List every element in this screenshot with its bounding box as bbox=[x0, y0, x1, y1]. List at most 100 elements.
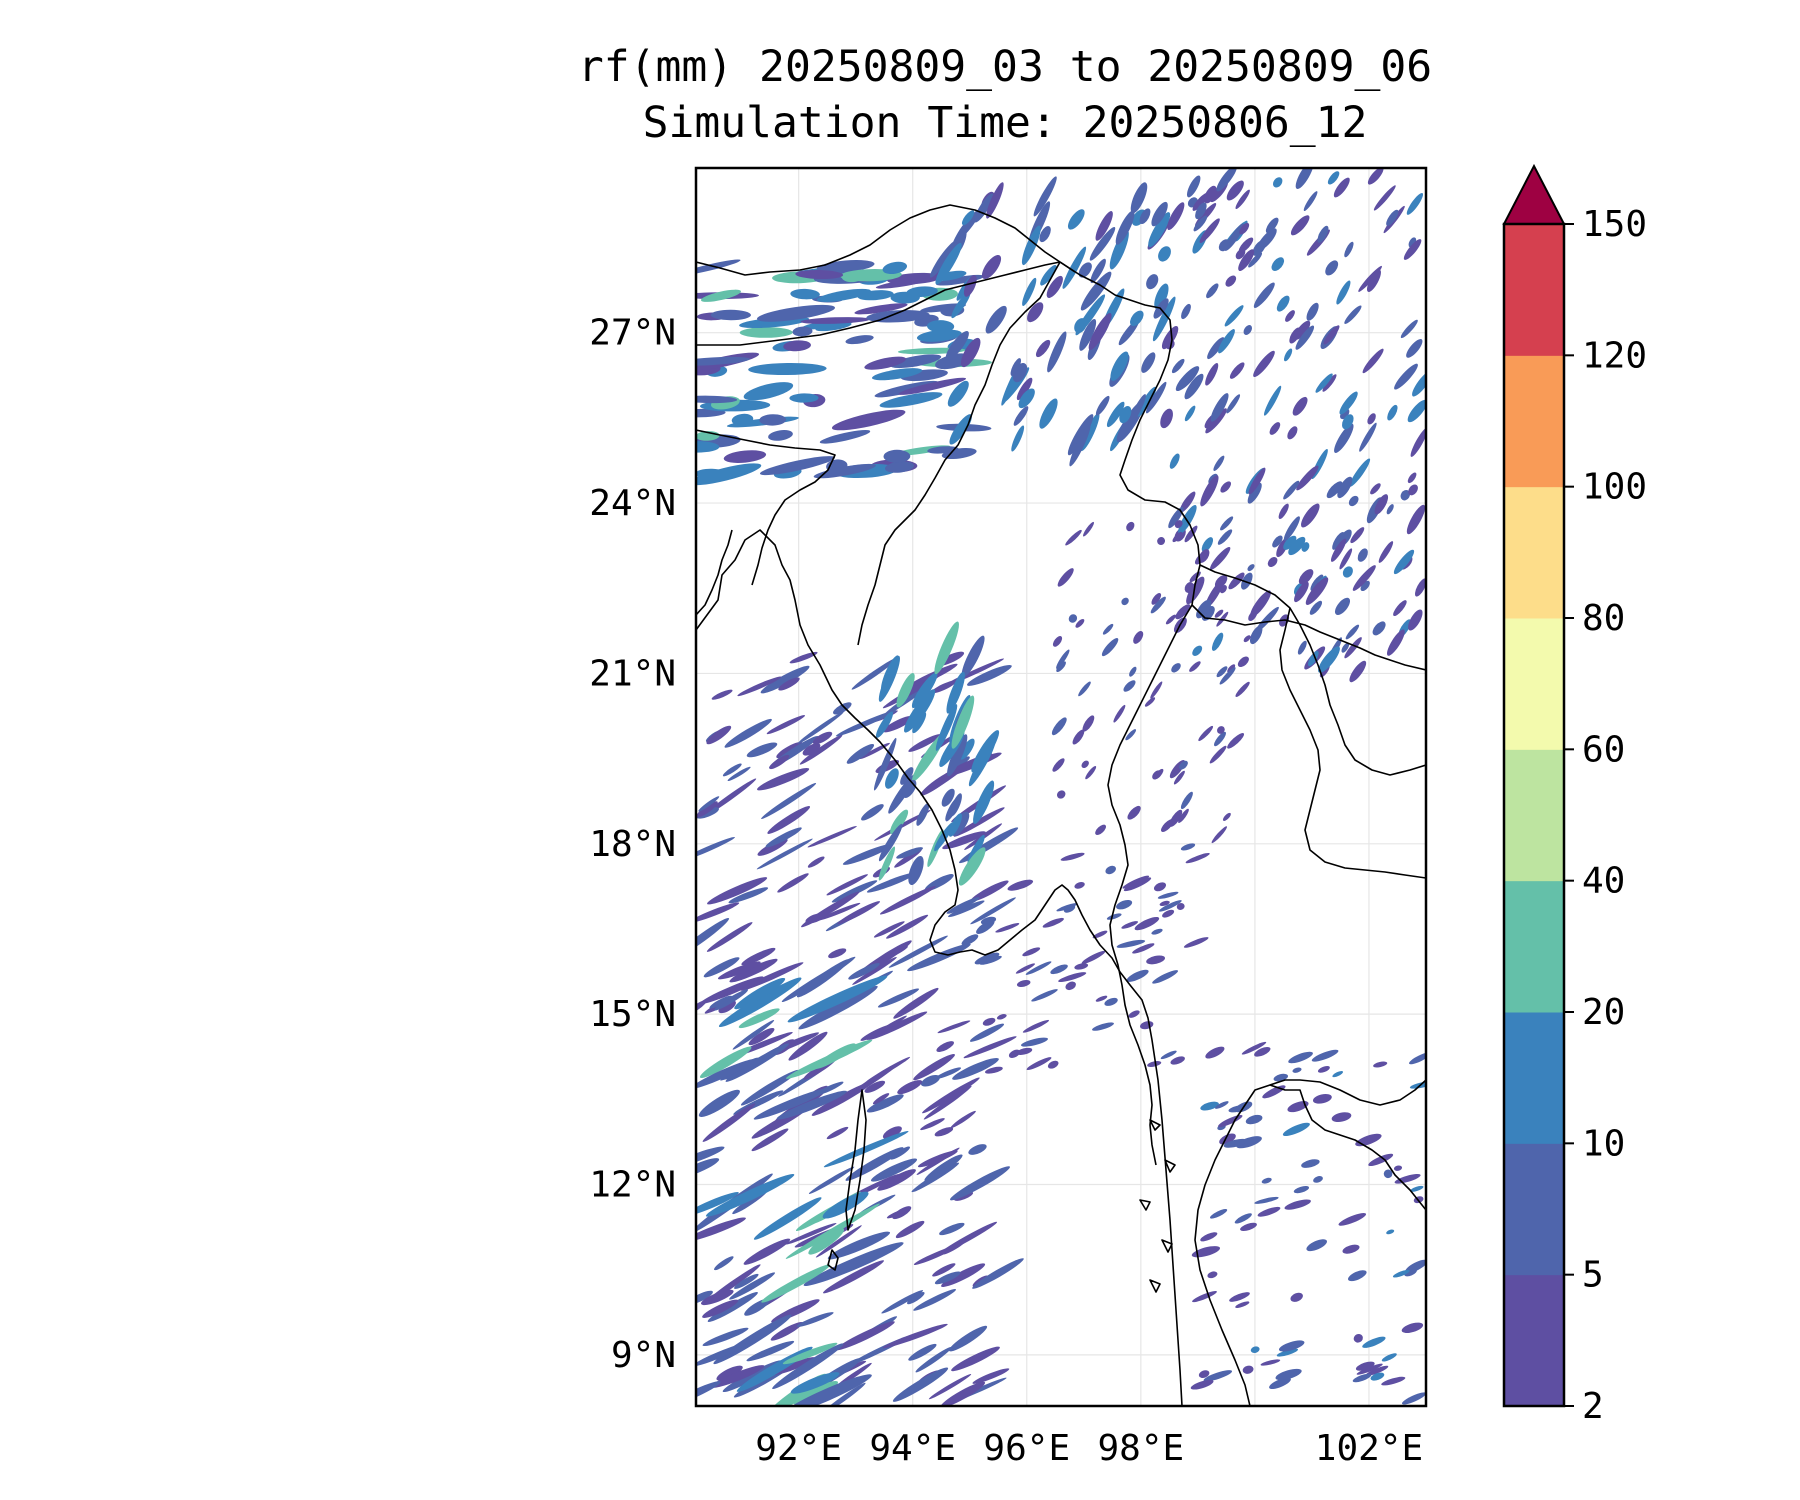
rain-cell bbox=[1170, 1056, 1185, 1065]
rain-cell bbox=[877, 1169, 916, 1191]
rain-cell bbox=[826, 874, 868, 896]
rain-cell bbox=[771, 1299, 820, 1323]
rain-cell bbox=[1010, 358, 1022, 377]
rain-cell bbox=[746, 1340, 795, 1362]
rain-cell bbox=[922, 1077, 980, 1114]
rain-cell bbox=[1179, 491, 1196, 513]
rain-cell bbox=[1334, 597, 1351, 615]
rain-cell bbox=[1074, 318, 1087, 334]
rain-cell bbox=[1180, 791, 1193, 810]
rain-cell bbox=[1250, 1346, 1260, 1354]
colorbar-tick-label: 80 bbox=[1582, 598, 1625, 639]
coastlines-borders bbox=[696, 204, 1426, 1406]
rain-cell bbox=[753, 1197, 822, 1240]
rain-cell bbox=[1243, 325, 1253, 335]
rain-cell bbox=[1082, 715, 1095, 732]
rain-cell bbox=[1042, 917, 1064, 928]
rain-cell bbox=[1309, 600, 1323, 615]
rain-cell bbox=[1261, 1177, 1272, 1184]
rain-cell bbox=[908, 734, 942, 752]
rain-cell bbox=[1386, 209, 1399, 226]
rain-cell bbox=[911, 1162, 960, 1193]
rain-cell bbox=[734, 1273, 759, 1289]
rain-cell bbox=[1039, 398, 1058, 429]
rain-cell bbox=[1192, 1291, 1217, 1303]
rain-cell bbox=[1022, 1019, 1050, 1033]
nicobar-island bbox=[827, 1249, 839, 1271]
rain-cell bbox=[699, 1046, 752, 1078]
rain-cell bbox=[833, 702, 852, 715]
rain-cell bbox=[1263, 385, 1282, 416]
colorbar-segment bbox=[1504, 749, 1564, 882]
rain-cell bbox=[1257, 1206, 1281, 1217]
rain-cell bbox=[1216, 168, 1237, 192]
rain-cell bbox=[706, 725, 732, 745]
rain-cell bbox=[1393, 1165, 1403, 1171]
rain-cell bbox=[727, 766, 751, 782]
rain-cell bbox=[1360, 580, 1370, 592]
rain-cell bbox=[696, 1192, 739, 1216]
rain-cell bbox=[1237, 656, 1249, 668]
rain-cell bbox=[776, 1090, 847, 1120]
rain-cell bbox=[946, 671, 965, 714]
rain-cell bbox=[732, 1020, 775, 1050]
rain-cell bbox=[1367, 413, 1376, 425]
rain-cell bbox=[920, 303, 967, 313]
rain-cell bbox=[705, 1174, 795, 1217]
rain-cell bbox=[913, 1289, 956, 1311]
rain-cell bbox=[1227, 733, 1245, 749]
rain-cell bbox=[940, 1381, 986, 1406]
rain-cell bbox=[1407, 472, 1417, 484]
rain-cell bbox=[972, 1368, 1010, 1384]
rain-cell bbox=[788, 1031, 828, 1061]
rain-cell bbox=[1095, 995, 1108, 1002]
rain-cell bbox=[1378, 541, 1394, 563]
rain-cell bbox=[1408, 484, 1418, 496]
map-subtitle: Simulation Time: 20250806_12 bbox=[642, 98, 1368, 148]
rain-cell bbox=[1282, 1122, 1310, 1137]
rain-cell bbox=[904, 689, 936, 733]
rain-cell bbox=[1181, 303, 1191, 320]
rain-cell bbox=[837, 901, 881, 925]
rain-cell bbox=[1074, 882, 1085, 889]
rain-cell bbox=[948, 900, 985, 918]
rain-cell bbox=[1201, 537, 1214, 553]
rain-cell bbox=[1342, 1244, 1360, 1254]
rain-cell bbox=[1085, 765, 1097, 780]
rain-cell bbox=[1269, 422, 1281, 435]
rain-cell bbox=[1052, 758, 1065, 772]
rain-cell bbox=[1063, 904, 1076, 913]
rain-cell bbox=[1404, 1268, 1417, 1277]
rain-cell bbox=[970, 897, 1016, 925]
rain-cell bbox=[696, 468, 729, 480]
rain-cell bbox=[845, 1147, 904, 1181]
rain-cell bbox=[934, 1271, 961, 1285]
rain-cell bbox=[1287, 1101, 1309, 1113]
rain-cell bbox=[1184, 525, 1198, 543]
rain-cell bbox=[1105, 865, 1116, 875]
rain-cell bbox=[790, 1372, 840, 1394]
rain-cell bbox=[696, 1059, 756, 1089]
rain-cell bbox=[1199, 218, 1220, 244]
rain-cell bbox=[1021, 225, 1041, 266]
rain-cell bbox=[772, 1357, 816, 1376]
rain-cell bbox=[1362, 348, 1384, 374]
rain-cell bbox=[1234, 1213, 1252, 1224]
rain-cell bbox=[797, 711, 844, 744]
rain-cell bbox=[1146, 274, 1159, 290]
rain-cell bbox=[1353, 1333, 1363, 1343]
rain-cell bbox=[1406, 192, 1424, 215]
rain-cell bbox=[970, 880, 1009, 902]
rain-cell bbox=[1362, 1336, 1386, 1348]
rain-cell bbox=[741, 947, 776, 966]
rain-cell bbox=[770, 1321, 803, 1341]
rain-cell bbox=[1089, 226, 1116, 261]
rain-cell bbox=[1050, 964, 1068, 975]
rain-cell bbox=[916, 329, 962, 342]
rain-cell bbox=[1222, 812, 1231, 821]
rain-cell bbox=[792, 326, 813, 337]
rain-cell bbox=[1168, 506, 1184, 529]
rain-cell bbox=[835, 710, 897, 737]
rain-cell bbox=[1229, 1292, 1250, 1302]
rain-cell bbox=[703, 957, 740, 978]
